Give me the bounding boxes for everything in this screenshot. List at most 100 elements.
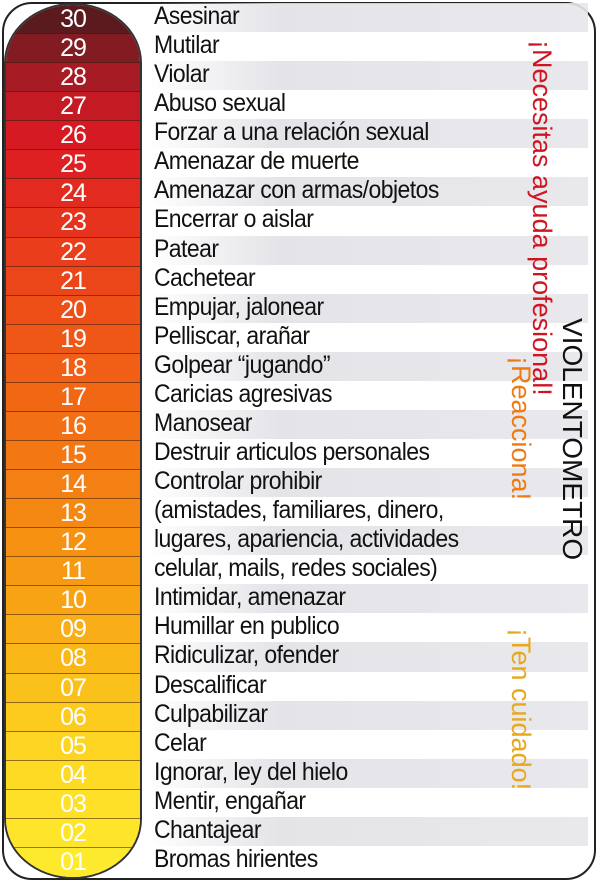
row-stripe [148, 61, 588, 91]
page-title: VIOLENTOMETRO [557, 318, 588, 561]
level-07: 07 [6, 673, 140, 703]
title-vertical: VIOLENTOMETRO [556, 318, 588, 560]
zone-label-yellow: ¡Ten cuidado! [505, 628, 537, 790]
level-01: 01 [6, 847, 140, 877]
stripe-fill [148, 235, 588, 265]
behavior-item: Golpear “jugando” [154, 350, 331, 379]
row-stripe [148, 3, 588, 33]
behavior-item: Patear [154, 234, 219, 263]
stripe-fill [148, 526, 588, 556]
level-20: 20 [6, 295, 140, 325]
level-30: 30 [6, 5, 140, 35]
level-17: 17 [6, 382, 140, 412]
zone-orange-text: ¡Reacciona! [506, 356, 536, 501]
stripe-fill [148, 409, 588, 439]
stripe-fill [148, 293, 588, 323]
behavior-item: Controlar prohibir [154, 467, 322, 496]
level-02: 02 [6, 818, 140, 848]
row-stripe [148, 293, 588, 323]
behavior-item: Mentir, engañar [154, 786, 306, 815]
row-stripe [148, 758, 588, 788]
level-28: 28 [6, 63, 140, 93]
stripe-fill [148, 816, 588, 846]
row-stripe [148, 409, 588, 439]
behavior-item: Intimidar, amenazar [154, 583, 346, 612]
level-24: 24 [6, 179, 140, 209]
level-27: 27 [6, 92, 140, 122]
row-stripe [148, 351, 588, 381]
stripe-fill [148, 351, 588, 381]
behavior-item: Mutilar [154, 31, 220, 60]
level-18: 18 [6, 353, 140, 383]
row-stripe [148, 235, 588, 265]
behavior-item: (amistades, familiares, dinero, [154, 496, 444, 525]
behavior-item: Manosear [154, 408, 252, 437]
behavior-item: Ridiculizar, ofender [154, 641, 339, 670]
level-21: 21 [6, 266, 140, 296]
row-stripe [148, 816, 588, 846]
level-19: 19 [6, 324, 140, 354]
level-22: 22 [6, 237, 140, 267]
level-10: 10 [6, 586, 140, 616]
stripe-fill [148, 177, 588, 207]
behavior-item: Celar [154, 728, 207, 757]
behavior-item: Violar [154, 60, 210, 89]
behavior-item: Culpabilizar [154, 699, 268, 728]
level-05: 05 [6, 731, 140, 761]
behavior-item: Empujar, jalonear [154, 292, 324, 321]
level-09: 09 [6, 615, 140, 645]
behavior-item: Forzar a una relación sexual [154, 118, 429, 147]
behavior-item: celular, mails, redes sociales) [154, 554, 438, 583]
behavior-item: Encerrar o aislar [154, 205, 314, 234]
stripe-fill [148, 468, 588, 498]
level-15: 15 [6, 441, 140, 471]
level-06: 06 [6, 702, 140, 732]
level-12: 12 [6, 528, 140, 558]
level-16: 16 [6, 411, 140, 441]
zone-red-text: ¡Necesitas ayuda profesional! [527, 40, 557, 396]
stripe-fill [148, 3, 588, 33]
row-stripe [148, 119, 588, 149]
level-13: 13 [6, 499, 140, 529]
row-stripe [148, 700, 588, 730]
stripe-fill [148, 758, 588, 788]
behavior-item: Ignorar, ley del hielo [154, 757, 348, 786]
zone-label-orange: ¡Reacciona! [505, 356, 537, 500]
behavior-item: Bromas hirientes [154, 844, 318, 873]
behavior-item: Pelliscar, arañar [154, 321, 310, 350]
behavior-item: Humillar en publico [154, 612, 340, 641]
level-26: 26 [6, 121, 140, 151]
level-08: 08 [6, 644, 140, 674]
row-stripe [148, 642, 588, 672]
level-29: 29 [6, 34, 140, 64]
stripe-fill [148, 61, 588, 91]
zone-label-red: ¡Necesitas ayuda profesional! [526, 40, 558, 396]
behavior-item: Destruir articulos personales [154, 438, 430, 466]
row-stripe [148, 584, 588, 614]
level-11: 11 [6, 557, 140, 587]
row-stripe [148, 526, 588, 556]
behavior-item: Chantajear [154, 815, 262, 844]
behavior-item: Amenazar de muerte [154, 147, 359, 176]
level-23: 23 [6, 208, 140, 238]
stripe-fill [148, 584, 588, 614]
thermometer-scale: 30 29 28 27 26 25 24 23 22 21 20 19 18 17 16 15 14 13 12 11… [4, 3, 142, 879]
row-stripe [148, 177, 588, 207]
behavior-item: Amenazar con armas/objetos [154, 176, 439, 205]
behavior-item: Descalificar [154, 670, 267, 699]
stripe-fill [148, 642, 588, 672]
behavior-item: Asesinar [154, 2, 240, 30]
behavior-item: Cachetear [154, 263, 256, 292]
behavior-item: Caricias agresivas [154, 379, 333, 408]
level-04: 04 [6, 760, 140, 790]
level-25: 25 [6, 150, 140, 180]
level-14: 14 [6, 470, 140, 500]
behavior-item: lugares, apariencia, actividades [154, 525, 459, 554]
zone-yellow-text: ¡Ten cuidado! [506, 628, 536, 791]
behavior-item: Abuso sexual [154, 89, 286, 118]
stripe-fill [148, 700, 588, 730]
stripe-fill [148, 119, 588, 149]
level-03: 03 [6, 789, 140, 819]
row-stripe [148, 468, 588, 498]
